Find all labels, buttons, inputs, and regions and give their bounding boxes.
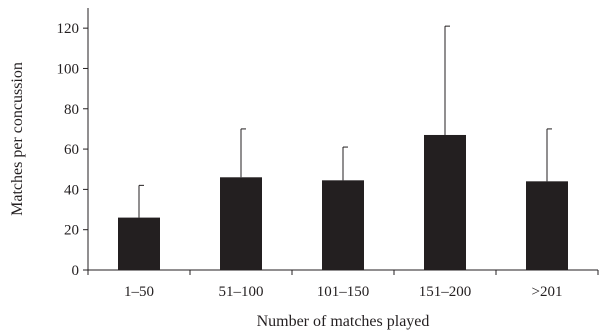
error-bars (138, 25, 552, 218)
error-bar (138, 184, 144, 218)
y-axis-ticks: 0 20 40 60 80 100 120 (57, 21, 88, 279)
x-axis-title: Number of matches played (257, 313, 430, 330)
error-bar (546, 128, 552, 182)
y-tick-label: 80 (64, 102, 79, 118)
bar (322, 180, 364, 270)
y-axis-title: Matches per concussion (9, 62, 26, 216)
x-tick-label: 1–50 (124, 284, 154, 300)
x-tick-label: 51–100 (219, 284, 264, 300)
y-tick-label: 120 (57, 21, 80, 37)
bar (526, 181, 568, 270)
x-tick-label: 151–200 (419, 284, 472, 300)
y-tick-label: 0 (72, 263, 80, 279)
x-axis-ticks: 1–50 51–100 101–150 151–200 >201 (87, 270, 599, 300)
bars (118, 134, 568, 270)
x-tick-label: >201 (532, 284, 563, 300)
bar (424, 134, 466, 270)
error-bar (342, 146, 348, 181)
x-tick-label: 101–150 (317, 284, 370, 300)
bar (118, 217, 160, 270)
bar (220, 177, 262, 270)
y-tick-label: 100 (57, 61, 80, 77)
error-bar (444, 25, 450, 135)
error-bar (240, 128, 246, 178)
y-tick-label: 20 (64, 223, 79, 239)
y-tick-label: 40 (64, 182, 79, 198)
y-tick-label: 60 (64, 142, 79, 158)
